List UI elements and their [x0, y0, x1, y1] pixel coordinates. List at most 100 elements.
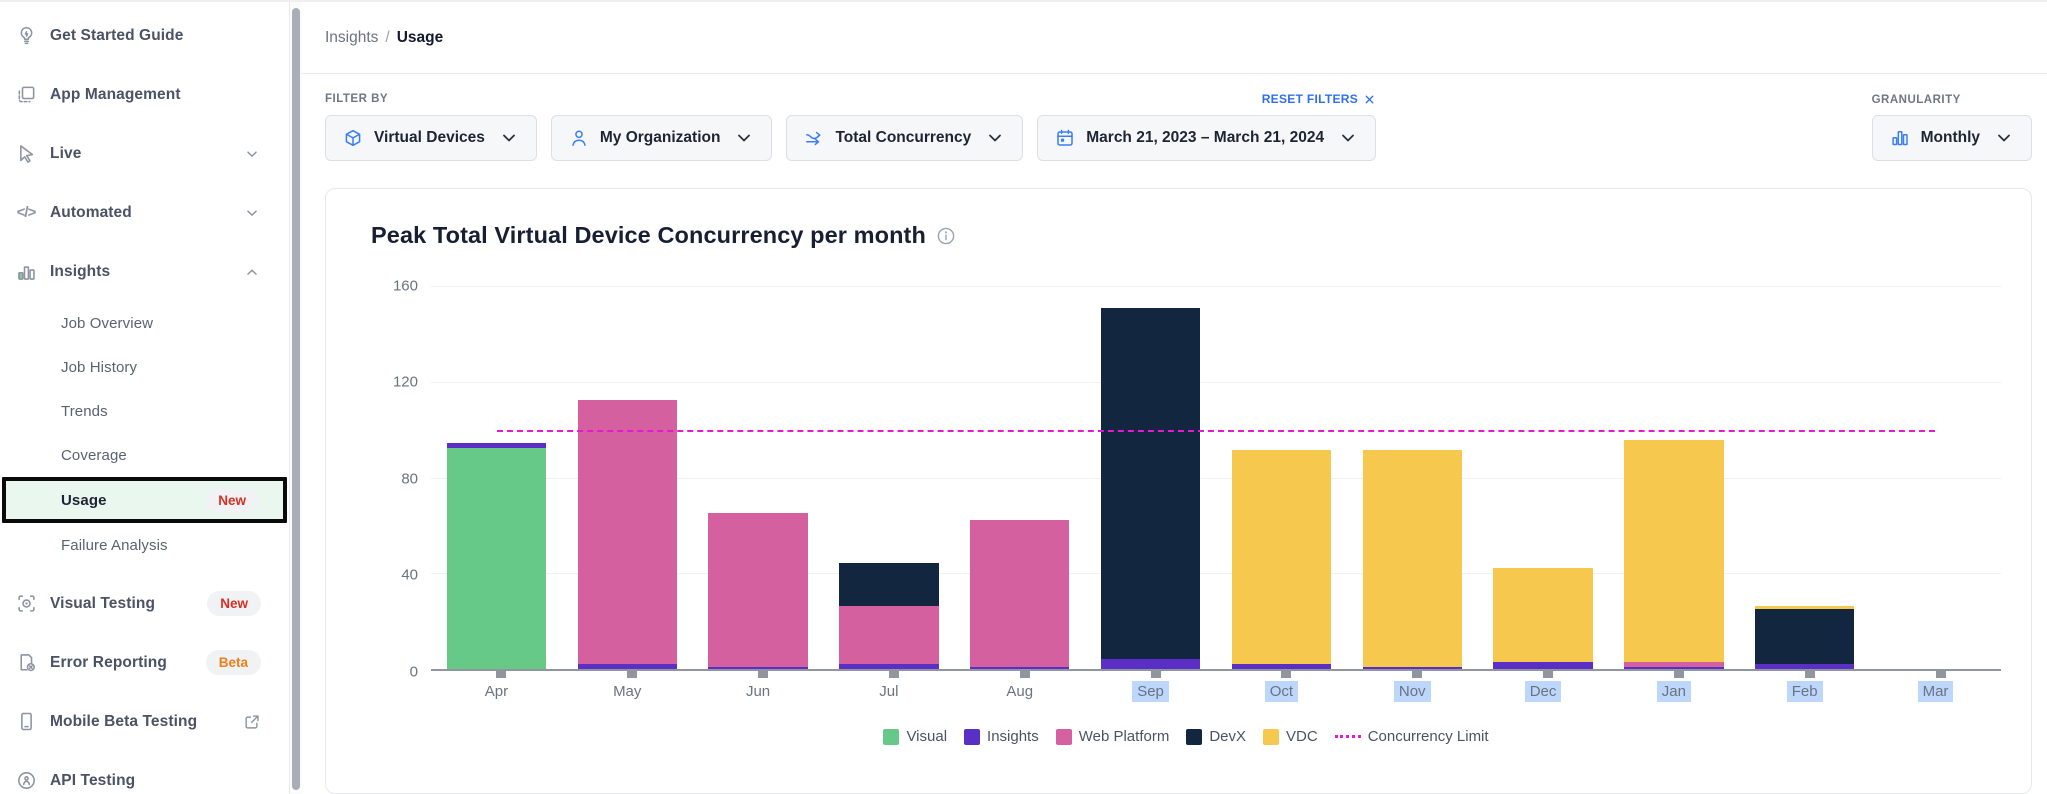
- sidebar-item-label: API Testing: [50, 771, 136, 789]
- sidebar-item-get-started-guide[interactable]: Get Started Guide: [0, 6, 289, 65]
- bar-segment-vdc[interactable]: [1624, 440, 1724, 662]
- x-axis-tick-label: Jun: [745, 683, 771, 700]
- bar-segment-insights[interactable]: [1493, 661, 1593, 669]
- stacked-bar-jul[interactable]: [839, 563, 939, 669]
- filter-by-label: FILTER BY: [325, 93, 389, 105]
- calendar-icon: [1055, 128, 1075, 148]
- sidebar-item-label: Insights: [50, 262, 111, 280]
- stacked-bar-jun[interactable]: [708, 512, 808, 669]
- stacked-bar-apr[interactable]: [446, 442, 547, 669]
- sidebar-item-label: Failure Analysis: [61, 536, 168, 554]
- gridline: [431, 477, 2001, 479]
- bar-segment-devx[interactable]: [1100, 308, 1201, 660]
- bar-segment-visual[interactable]: [446, 447, 547, 669]
- legend-item-concurrency-limit[interactable]: Concurrency Limit: [1334, 728, 1489, 745]
- bar-segment-insights[interactable]: [1100, 659, 1201, 669]
- bar-segment-web-platform[interactable]: [839, 606, 939, 665]
- sidebar-item-app-management[interactable]: App Management: [0, 65, 289, 124]
- bar-segment-vdc[interactable]: [1362, 450, 1462, 667]
- granularity-group: GRANULARITY Monthly: [1871, 94, 2032, 161]
- x-axis-tick: [1150, 671, 1161, 678]
- sidebar-item-api-testing[interactable]: API Testing: [0, 751, 289, 794]
- legend-item-vdc[interactable]: VDC: [1263, 728, 1318, 745]
- bar-segment-web-platform[interactable]: [970, 519, 1070, 667]
- sidebar-item-job-overview[interactable]: Job Overview: [0, 301, 289, 345]
- granularity-dropdown[interactable]: Monthly: [1871, 115, 2032, 161]
- bar-segment-insights[interactable]: [1754, 664, 1855, 669]
- bar-segment-vdc[interactable]: [1493, 567, 1593, 662]
- bar-segment-web-platform[interactable]: [1624, 661, 1724, 667]
- chevron-down-icon: [243, 204, 261, 222]
- bar-segment-devx[interactable]: [1754, 608, 1855, 665]
- bar-segment-insights[interactable]: [1231, 664, 1332, 669]
- stacked-bar-dec[interactable]: [1493, 567, 1593, 669]
- stacked-bar-nov[interactable]: [1362, 450, 1462, 669]
- bar-segment-insights[interactable]: [839, 664, 939, 669]
- legend-item-devx[interactable]: DevX: [1186, 728, 1246, 745]
- sidebar-item-insights[interactable]: Insights: [0, 242, 289, 301]
- sidebar-item-failure-analysis[interactable]: Failure Analysis: [0, 523, 289, 567]
- bar-slot-jan: [1608, 286, 1739, 669]
- organization-filter-dropdown[interactable]: My Organization: [550, 115, 773, 161]
- legend-swatch: [1186, 728, 1203, 745]
- concurrency-filter-dropdown[interactable]: Total Concurrency: [786, 115, 1024, 161]
- stacked-bar-oct[interactable]: [1231, 450, 1332, 669]
- bar-segment-vdc[interactable]: [1754, 606, 1855, 609]
- bar-segment-vdc[interactable]: [1231, 450, 1332, 665]
- bar-segment-insights[interactable]: [577, 664, 677, 669]
- person-icon: [569, 128, 589, 148]
- sidebar-item-visual-testing[interactable]: Visual Testing New: [0, 574, 289, 633]
- chevron-down-icon: [1994, 128, 2014, 148]
- stacked-bar-sep[interactable]: [1100, 308, 1201, 669]
- bar-segment-web-platform[interactable]: [708, 512, 808, 667]
- gridline: [431, 286, 2001, 287]
- sidebar-item-label: Job History: [61, 358, 138, 376]
- sidebar-item-label: Live: [50, 144, 82, 162]
- bar-segment-insights[interactable]: [1624, 666, 1724, 669]
- bar-segment-insights[interactable]: [1362, 666, 1462, 669]
- status-badge-new: New: [207, 591, 261, 616]
- stacked-bar-may[interactable]: [577, 399, 677, 669]
- bar-slot-dec: [1478, 286, 1609, 669]
- x-axis-tick: [1543, 671, 1554, 678]
- info-icon[interactable]: [936, 226, 956, 246]
- bar-segment-devx[interactable]: [839, 563, 939, 607]
- x-axis-tick: [1673, 671, 1684, 678]
- sidebar-item-job-history[interactable]: Job History: [0, 345, 289, 389]
- stacked-bar-feb[interactable]: [1754, 606, 1855, 669]
- bar-segment-insights[interactable]: [446, 442, 547, 448]
- y-axis-tick-label: 40: [401, 566, 418, 584]
- gridline: [431, 381, 2001, 383]
- virtual-devices-filter-dropdown[interactable]: Virtual Devices: [325, 115, 537, 161]
- x-axis-tick: [1281, 671, 1292, 678]
- breadcrumb-section[interactable]: Insights: [325, 28, 379, 46]
- x-axis-tick: [888, 671, 899, 678]
- reset-filters-button[interactable]: RESET FILTERS: [1262, 92, 1376, 106]
- stacked-bar-jan[interactable]: [1624, 440, 1724, 669]
- legend-item-web-platform[interactable]: Web Platform: [1055, 728, 1169, 745]
- bar-segment-web-platform[interactable]: [577, 399, 677, 665]
- sidebar-item-usage[interactable]: Usage New: [2, 477, 287, 523]
- legend-item-insights[interactable]: Insights: [964, 728, 1039, 745]
- bar-segment-insights[interactable]: [708, 666, 808, 669]
- bar-segment-insights[interactable]: [970, 666, 1070, 669]
- bar-slot-jun: [693, 286, 824, 669]
- sidebar-item-mobile-beta-testing[interactable]: Mobile Beta Testing: [0, 692, 289, 751]
- sidebar-item-automated[interactable]: </> Automated: [0, 183, 289, 242]
- legend-label: VDC: [1286, 728, 1318, 745]
- x-axis-category-may: May: [562, 671, 693, 701]
- sidebar-item-error-reporting[interactable]: Error Reporting Beta: [0, 633, 289, 692]
- x-axis-tick: [1935, 671, 1946, 678]
- sidebar-item-coverage[interactable]: Coverage: [0, 433, 289, 477]
- date-range-filter-dropdown[interactable]: March 21, 2023 – March 21, 2024: [1037, 115, 1377, 161]
- x-axis-tick-label: Sep: [1132, 681, 1169, 702]
- sidebar-scrollbar-track[interactable]: [290, 2, 302, 794]
- sidebar-item-live[interactable]: Live: [0, 124, 289, 183]
- legend-item-visual[interactable]: Visual: [883, 728, 947, 745]
- sidebar-scrollbar-thumb[interactable]: [292, 8, 300, 790]
- stacked-bar-aug[interactable]: [970, 519, 1070, 669]
- y-axis: 0 40 80 120 160: [371, 278, 431, 681]
- sidebar-item-label: Error Reporting: [50, 653, 167, 671]
- sidebar-item-trends[interactable]: Trends: [0, 389, 289, 433]
- x-axis-tick-label: Mar: [1917, 681, 1954, 702]
